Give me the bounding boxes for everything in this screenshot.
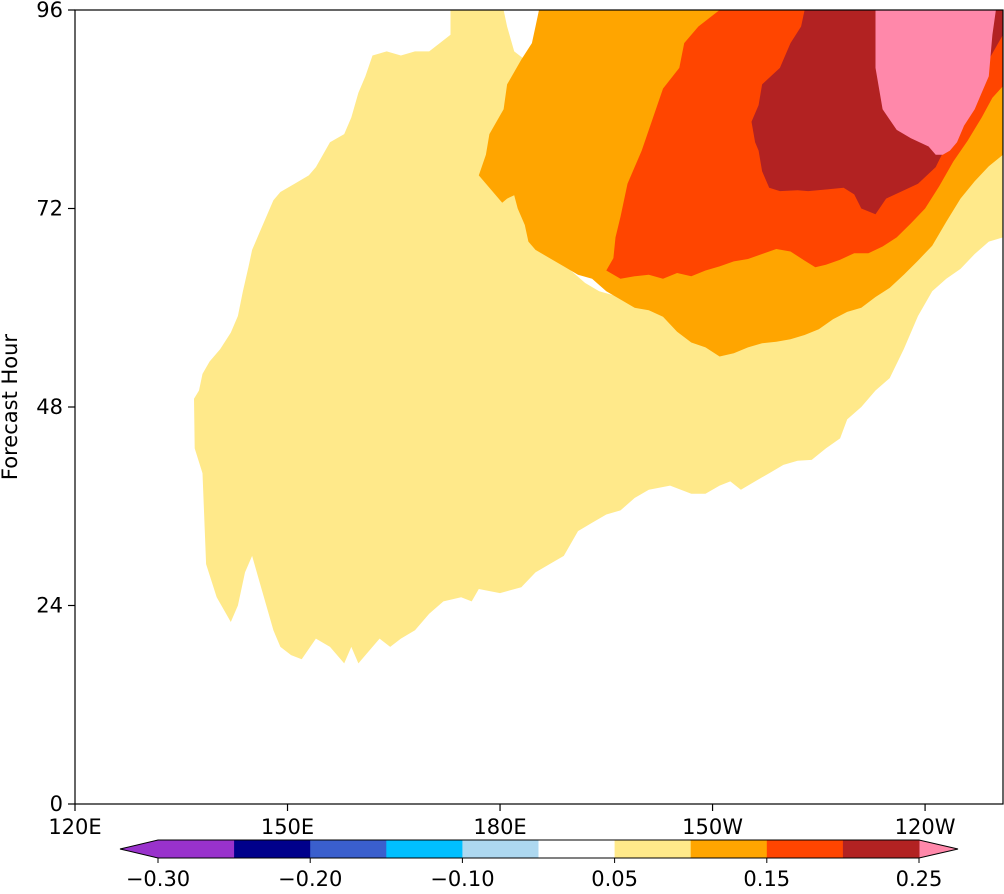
x-tick-label-4: 120W [895,815,956,839]
y-tick-label-0: 0 [50,792,63,816]
y-tick-label-1: 24 [36,594,63,618]
colorbar-box-6 [614,840,692,858]
colorbar-box-8 [766,840,844,858]
colorbar-box-5 [538,840,616,858]
y-axis: 0 24 48 72 96 [36,0,75,816]
x-tick-label-3: 150W [682,815,743,839]
colorbar-extend-low [120,840,158,858]
x-tick-label-0: 120E [48,815,101,839]
colorbar-extend-high [919,840,958,858]
colorbar-tick-label-3: 0.05 [591,867,638,891]
y-axis-label: Forecast Hour [0,334,22,480]
contour-regions [194,10,1003,664]
x-tick-label-1: 150E [261,815,314,839]
colorbar-tick-label-0: −0.30 [126,867,190,891]
colorbar-tick-label-1: −0.20 [278,867,342,891]
x-tick-label-2: 180E [473,815,526,839]
colorbar-box-3 [386,840,463,858]
colorbar-box-2 [310,840,387,858]
y-tick-label-2: 48 [36,395,63,419]
y-tick-label-3: 72 [36,197,63,221]
contour-region-4 [875,10,996,155]
contour-region-0 [194,10,1003,664]
y-tick-label-4: 96 [36,0,63,22]
colorbar-box-4 [462,840,539,858]
colorbar-box-1 [234,840,311,858]
colorbar-box-0 [158,840,235,858]
colorbar-tick-label-4: 0.15 [743,867,790,891]
colorbar-tick-label-5: 0.25 [896,867,943,891]
colorbar-tick-label-2: −0.10 [430,867,494,891]
colorbar-box-7 [690,840,768,858]
x-axis: 120E 150E 180E 150W 120W [48,804,956,839]
colorbar: −0.30 −0.20 −0.10 0.05 0.15 0.25 [119,839,959,891]
colorbar-box-9 [842,840,920,858]
